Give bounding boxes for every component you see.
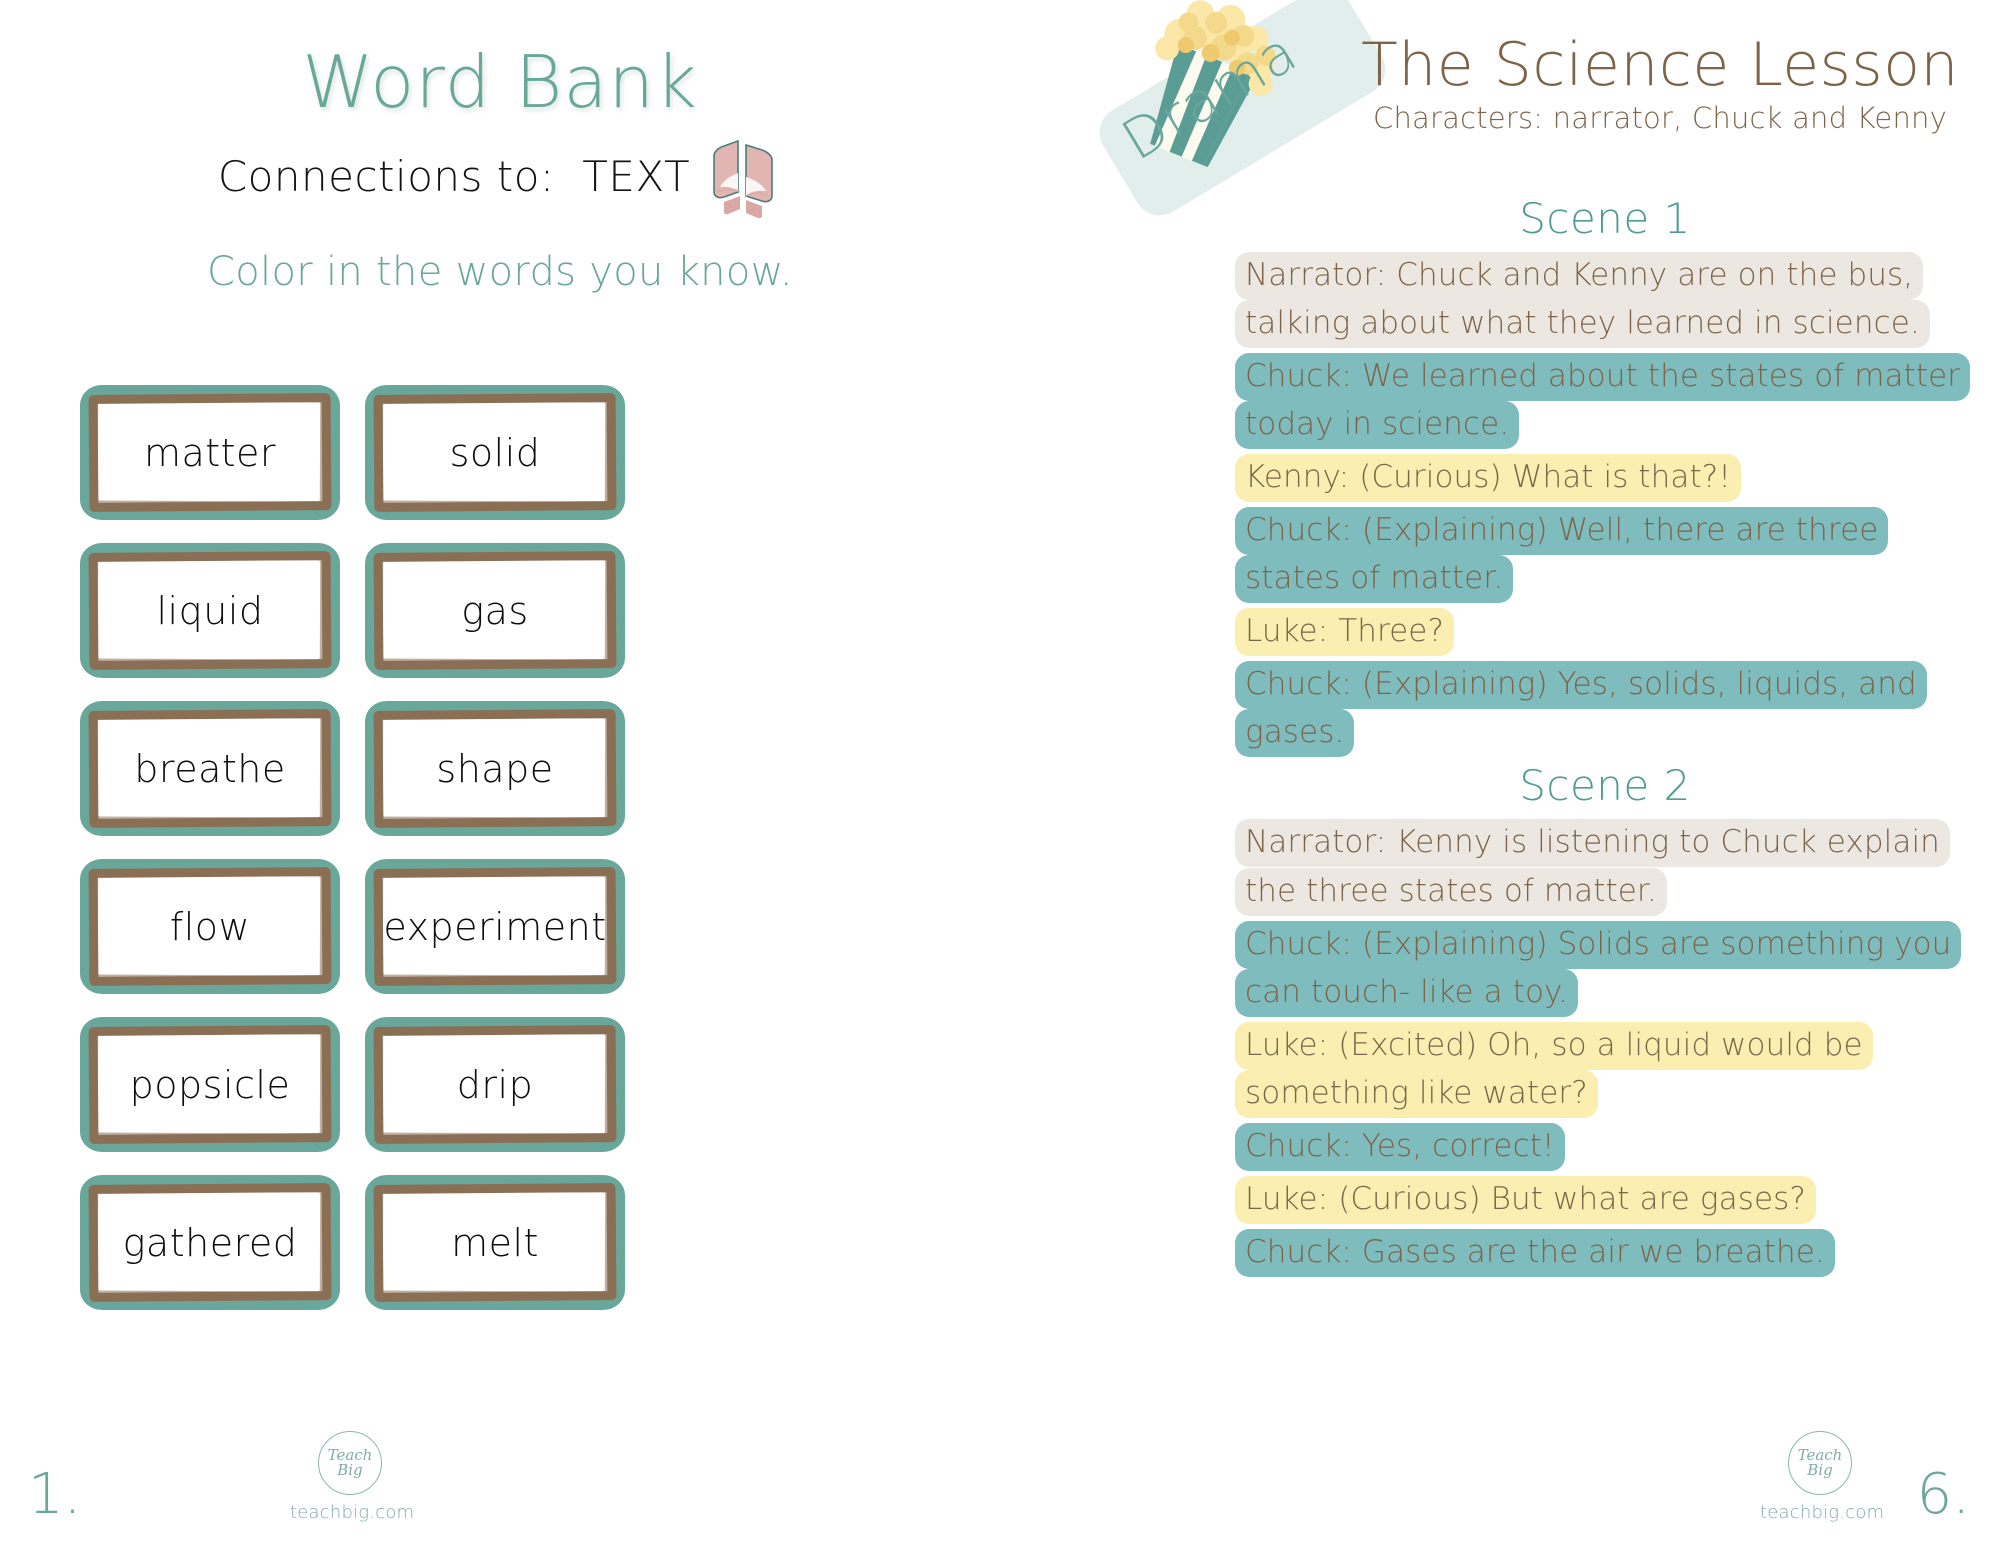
subtitle-row: Connections to: TEXT [0,130,1000,223]
word-label: drip [456,1062,534,1107]
lesson-title: The Science Lesson [1361,30,1959,100]
word-label: shape [436,746,554,791]
word-label: solid [449,430,541,475]
page-number-right: 6. [1916,1462,1970,1527]
word-label: gathered [122,1220,298,1265]
word-card[interactable]: melt [365,1175,625,1310]
word-label: gas [461,588,529,633]
card-outer-frame [365,385,625,520]
script-line-text: Luke: (Excited) Oh, so a liquid would be… [1235,1021,1873,1118]
script-line: Chuck: (Explaining) Well, there are thre… [1235,506,1975,604]
word-label: matter [143,430,277,475]
word-card[interactable]: solid [365,385,625,520]
brand-url: teachbig.com [290,1502,415,1523]
card-outer-frame [365,701,625,836]
card-outer-frame [365,1175,625,1310]
card-outer-frame [80,543,340,678]
brand-circle-icon: Teach Big [318,1431,382,1495]
word-label: flow [169,904,251,949]
card-outer-frame [80,385,340,520]
script-line: Luke: Three? [1235,607,1975,657]
word-card[interactable]: gathered [80,1175,340,1310]
script-line-text: Narrator: Chuck and Kenny are on the bus… [1235,252,1930,349]
word-card[interactable]: matter [80,385,340,520]
drama-script-page: Drama The Science Lesson Characters: nar… [1000,0,2000,1545]
script-body: Scene 1 Narrator: Chuck and Kenny are on… [1235,190,1975,1281]
page-number-left: 1. [28,1462,82,1527]
card-outer-frame [365,543,625,678]
card-outer-frame [365,859,625,994]
card-outer-frame [365,1017,625,1152]
card-outer-frame [80,1017,340,1152]
script-line: Chuck: We learned about the states of ma… [1235,352,1975,450]
script-line: Chuck: (Explaining) Yes, solids, liquids… [1235,660,1975,758]
brand-mark: Teach Big [327,1446,373,1479]
word-card[interactable]: experiment [365,859,625,994]
card-outer-frame [80,859,340,994]
script-line-text: Luke: (Curious) But what are gases? [1235,1175,1816,1224]
brand-url: teachbig.com [1760,1502,1885,1523]
brand-mark: Teach Big [1797,1446,1843,1479]
script-line-text: Narrator: Kenny is listening to Chuck ex… [1235,819,1950,916]
script-line: Kenny: (Curious) What is that?! [1235,453,1975,503]
script-line-text: Luke: Three? [1235,608,1455,657]
scene-heading: Scene 2 [1519,761,1691,811]
instruction-text: Color in the words you know. [207,249,793,295]
word-label: melt [451,1220,539,1265]
script-line: Narrator: Chuck and Kenny are on the bus… [1235,251,1975,349]
script-line: Chuck: Yes, correct! [1235,1122,1975,1171]
script-line-text: Chuck: (Explaining) Solids are something… [1235,920,1962,1017]
open-book-icon [704,130,782,223]
word-bank-grid: matter solid liquid gas breathe shape [80,385,640,1310]
lesson-header: The Science Lesson Characters: narrator,… [1360,30,1960,136]
characters-line: Characters: narrator, Chuck and Kenny [1373,101,1947,135]
script-line-text: Chuck: Gases are the air we breathe. [1235,1228,1835,1277]
script-line: Luke: (Curious) But what are gases? [1235,1175,1975,1224]
word-bank-header: Word Bank Connections to: TEXT Color in … [0,46,1000,295]
card-outer-frame [80,1175,340,1310]
word-label: popsicle [129,1062,291,1107]
card-outer-frame [80,701,340,836]
script-line: Chuck: Gases are the air we breathe. [1235,1228,1975,1277]
word-bank-page: Word Bank Connections to: TEXT Color in … [0,0,1000,1545]
popcorn-icon [1100,0,1315,181]
script-line-text: Chuck: (Explaining) Well, there are thre… [1235,507,1889,604]
word-card[interactable]: gas [365,543,625,678]
scene-heading: Scene 1 [1519,194,1691,243]
word-card[interactable]: flow [80,859,340,994]
word-card[interactable]: drip [365,1017,625,1152]
script-line: Chuck: (Explaining) Solids are something… [1235,920,1975,1017]
script-line-text: Chuck: (Explaining) Yes, solids, liquids… [1235,661,1927,758]
word-label: experiment [383,904,607,949]
script-line-text: Chuck: Yes, correct! [1235,1122,1565,1171]
genre-badge: Drama [1089,0,1400,225]
brand-circle-icon: Teach Big [1788,1431,1852,1495]
word-card[interactable]: liquid [80,543,340,678]
word-card[interactable]: breathe [80,701,340,836]
page-title: Word Bank [302,40,698,124]
script-line-text: Chuck: We learned about the states of ma… [1235,353,1971,450]
script-line: Narrator: Kenny is listening to Chuck ex… [1235,818,1975,916]
script-line-text: Kenny: (Curious) What is that?! [1235,454,1741,503]
word-card[interactable]: popsicle [80,1017,340,1152]
brand-logo-left: Teach Big teachbig.com [290,1431,415,1523]
word-label: breathe [134,746,286,791]
word-label: liquid [156,588,264,633]
brand-logo-right: Teach Big teachbig.com [1760,1431,1885,1523]
script-line: Luke: (Excited) Oh, so a liquid would be… [1235,1021,1975,1118]
subtitle: Connections to: TEXT [217,152,691,201]
word-card[interactable]: shape [365,701,625,836]
